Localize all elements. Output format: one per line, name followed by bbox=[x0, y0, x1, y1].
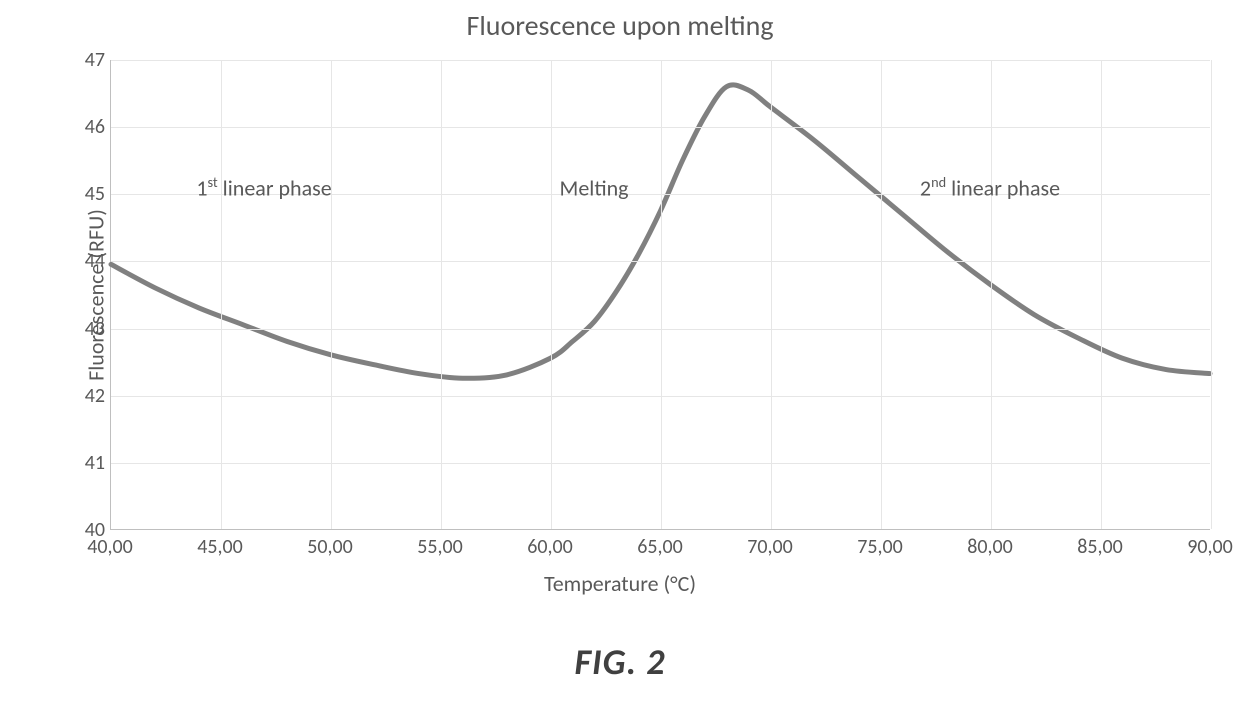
gridline-vertical bbox=[1211, 60, 1212, 529]
gridline-horizontal bbox=[111, 463, 1210, 464]
chart-annotation: 2nd linear phase bbox=[920, 174, 1060, 201]
x-tick-label: 55,00 bbox=[410, 535, 470, 559]
y-tick-label: 47 bbox=[65, 48, 105, 72]
gridline-vertical bbox=[221, 60, 222, 529]
gridline-horizontal bbox=[111, 329, 1210, 330]
gridline-vertical bbox=[771, 60, 772, 529]
gridline-vertical bbox=[551, 60, 552, 529]
gridline-horizontal bbox=[111, 60, 1210, 61]
chart-annotation: Melting bbox=[560, 174, 629, 201]
y-tick-label: 45 bbox=[65, 182, 105, 206]
gridline-vertical bbox=[881, 60, 882, 529]
y-axis-label: Fluorescence (RFU) bbox=[82, 209, 109, 381]
y-tick-label: 43 bbox=[65, 317, 105, 341]
x-tick-label: 65,00 bbox=[630, 535, 690, 559]
chart-annotation: 1st linear phase bbox=[196, 174, 331, 201]
gridline-horizontal bbox=[111, 396, 1210, 397]
x-tick-label: 45,00 bbox=[190, 535, 250, 559]
gridline-vertical bbox=[661, 60, 662, 529]
x-tick-label: 80,00 bbox=[960, 535, 1020, 559]
figure-caption: FIG. 2 bbox=[0, 640, 1240, 684]
gridline-vertical bbox=[991, 60, 992, 529]
x-tick-label: 50,00 bbox=[300, 535, 360, 559]
y-tick-label: 46 bbox=[65, 115, 105, 139]
gridline-vertical bbox=[1101, 60, 1102, 529]
x-tick-label: 70,00 bbox=[740, 535, 800, 559]
plot-area bbox=[110, 60, 1210, 530]
y-tick-label: 44 bbox=[65, 249, 105, 273]
gridline-vertical bbox=[441, 60, 442, 529]
x-tick-label: 60,00 bbox=[520, 535, 580, 559]
y-tick-label: 41 bbox=[65, 451, 105, 475]
x-tick-label: 90,00 bbox=[1180, 535, 1240, 559]
x-tick-label: 85,00 bbox=[1070, 535, 1130, 559]
gridline-vertical bbox=[331, 60, 332, 529]
gridline-horizontal bbox=[111, 127, 1210, 128]
chart-title: Fluorescence upon melting bbox=[0, 8, 1240, 43]
x-tick-label: 75,00 bbox=[850, 535, 910, 559]
chart-container: Fluorescence upon melting Fluorescence (… bbox=[0, 0, 1240, 711]
x-axis-label: Temperature (°C) bbox=[0, 570, 1240, 597]
gridline-horizontal bbox=[111, 261, 1210, 262]
y-tick-label: 42 bbox=[65, 384, 105, 408]
y-tick-label: 40 bbox=[65, 518, 105, 542]
